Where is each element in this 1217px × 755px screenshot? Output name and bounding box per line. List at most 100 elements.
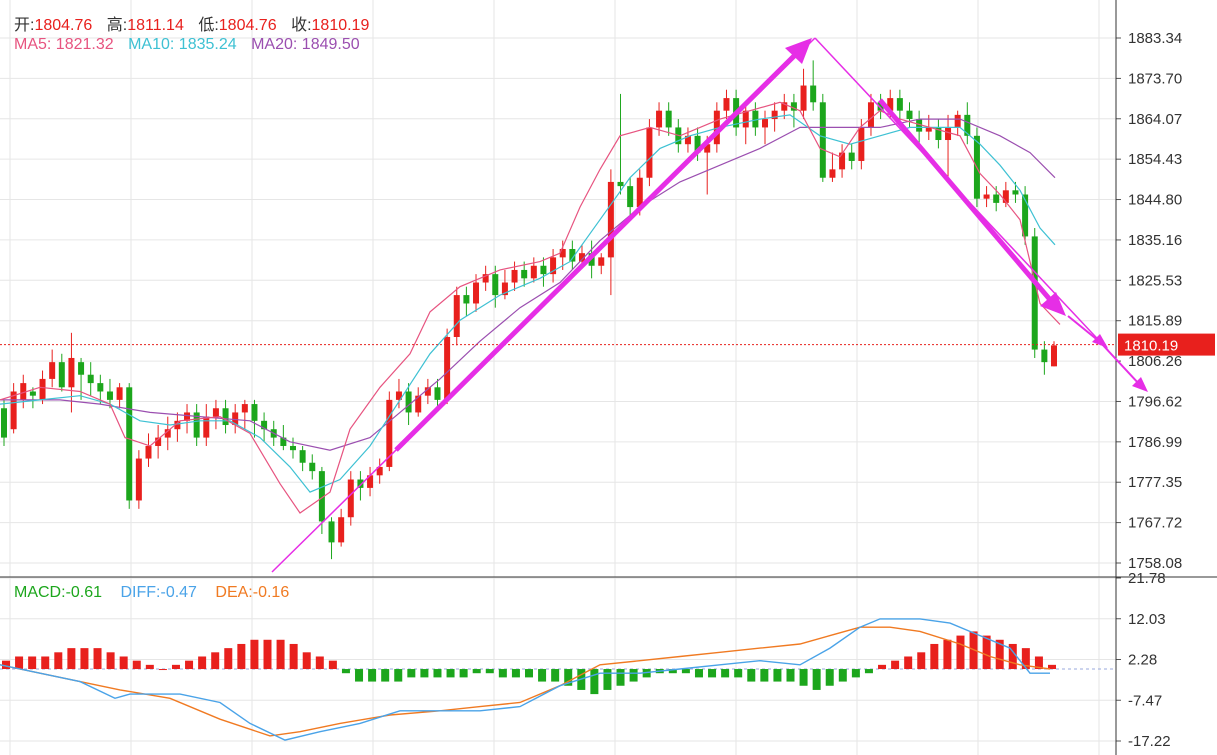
macd-tick-label: -7.47	[1128, 692, 1162, 709]
macd-bar-positive	[28, 656, 37, 670]
macd-bar-positive	[171, 664, 180, 670]
candle-down	[665, 110, 672, 128]
open-value: 1804.76	[34, 17, 93, 34]
candle-up	[232, 412, 239, 426]
candle-up	[338, 517, 345, 543]
candle-up	[376, 466, 383, 476]
candle-up	[20, 383, 27, 400]
candle-up	[867, 102, 874, 128]
ma10-line	[0, 114, 1056, 493]
candle-down	[289, 445, 296, 451]
candle-up	[1051, 345, 1057, 367]
macd-bar-positive	[1034, 656, 1043, 670]
macd-bar-positive	[106, 652, 115, 670]
candle-up	[10, 391, 17, 430]
price-tick-label: 1767.72	[1128, 515, 1182, 532]
candle-up	[135, 458, 142, 501]
candle-down	[97, 383, 104, 392]
price-tick-label: 1864.07	[1128, 111, 1182, 128]
candle-up	[116, 387, 123, 400]
candle-up	[164, 429, 171, 438]
candle-down	[78, 362, 85, 375]
macd-bar-negative	[668, 669, 677, 674]
candle-down	[193, 412, 200, 438]
candle-up	[49, 362, 56, 379]
open-label: 开:	[14, 17, 35, 34]
macd-bar-positive	[943, 639, 952, 670]
candle-up	[145, 445, 152, 459]
candle-down	[318, 471, 325, 522]
candle-up	[742, 110, 749, 128]
candle-up	[444, 337, 451, 400]
price-tick-label: 1786.99	[1128, 434, 1182, 451]
macd-bar-positive	[145, 664, 154, 670]
macd-bar-positive	[263, 639, 272, 670]
candle-down	[280, 437, 287, 446]
macd-header: MACD:-0.61 DIFF:-0.47 DEA:-0.16	[14, 584, 289, 602]
candle-down	[569, 248, 576, 262]
candle-up	[598, 257, 605, 266]
candle-up	[858, 127, 865, 161]
macd-tick-label: 21.78	[1128, 570, 1166, 587]
candle-down	[906, 110, 913, 120]
diff-value: -0.47	[160, 584, 197, 601]
candle-up	[1002, 190, 1009, 203]
candle-up	[395, 391, 402, 400]
candle-up	[983, 194, 990, 199]
ma-header: MA5: 1821.32 MA10: 1835.24 MA20: 1849.50	[14, 36, 360, 54]
diff-label: DIFF:	[120, 584, 161, 601]
candle-down	[126, 387, 133, 501]
candle-up	[501, 282, 508, 296]
macd-bar-negative	[498, 669, 507, 678]
macd-bar-positive	[1008, 643, 1017, 670]
macd-tick-label: -17.22	[1128, 733, 1171, 750]
macd-bar-positive	[982, 635, 991, 670]
candle-up	[203, 416, 210, 438]
macd-bar-negative	[511, 669, 520, 678]
macd-bar-positive	[250, 639, 259, 670]
candle-up	[530, 265, 537, 279]
close-value: 1810.19	[311, 17, 370, 34]
macd-bar-negative	[485, 669, 494, 674]
macd-bar-positive	[185, 660, 194, 670]
candle-up	[954, 114, 961, 128]
macd-bar-negative	[538, 669, 547, 682]
candle-up	[482, 274, 489, 283]
ma20-line	[0, 118, 1056, 451]
macd-bar-positive	[158, 669, 167, 671]
macd-bar-negative	[721, 669, 730, 678]
candle-down	[1022, 194, 1029, 237]
macd-bar-positive	[276, 639, 285, 670]
macd-bar-positive	[315, 656, 324, 670]
macd-bar-positive	[891, 660, 900, 670]
trend-arrow-up-shaft	[394, 48, 802, 452]
macd-bar-positive	[930, 643, 939, 670]
macd-bar-negative	[420, 669, 429, 678]
trend-arrow-down2-head	[1092, 334, 1108, 348]
macd-bar-positive	[54, 652, 63, 670]
macd-bar-negative	[381, 669, 390, 682]
ma20-value: 1849.50	[301, 36, 360, 53]
macd-tick-label: 2.28	[1128, 652, 1157, 669]
candle-down	[694, 135, 701, 153]
macd-bar-positive	[917, 652, 926, 670]
candle-down	[357, 479, 364, 488]
trend-arrow-down3-head	[1132, 377, 1148, 392]
price-tick-label: 1815.89	[1128, 313, 1182, 330]
macd-bar-negative	[355, 669, 364, 682]
ma5-line	[0, 101, 1061, 514]
macd-bar-negative	[864, 669, 873, 674]
candle-up	[39, 378, 46, 400]
candle-up	[656, 110, 663, 128]
macd-bar-negative	[681, 669, 690, 674]
macd-bar-negative	[825, 669, 834, 686]
candle-up	[607, 181, 614, 258]
candle-down	[819, 102, 826, 178]
price-tick-label: 1883.34	[1128, 30, 1182, 47]
candle-down	[251, 404, 258, 421]
trend-arrow-down-head	[1040, 292, 1066, 316]
macd-bar-negative	[629, 669, 638, 682]
candle-down	[106, 391, 113, 400]
candle-up	[68, 357, 75, 388]
